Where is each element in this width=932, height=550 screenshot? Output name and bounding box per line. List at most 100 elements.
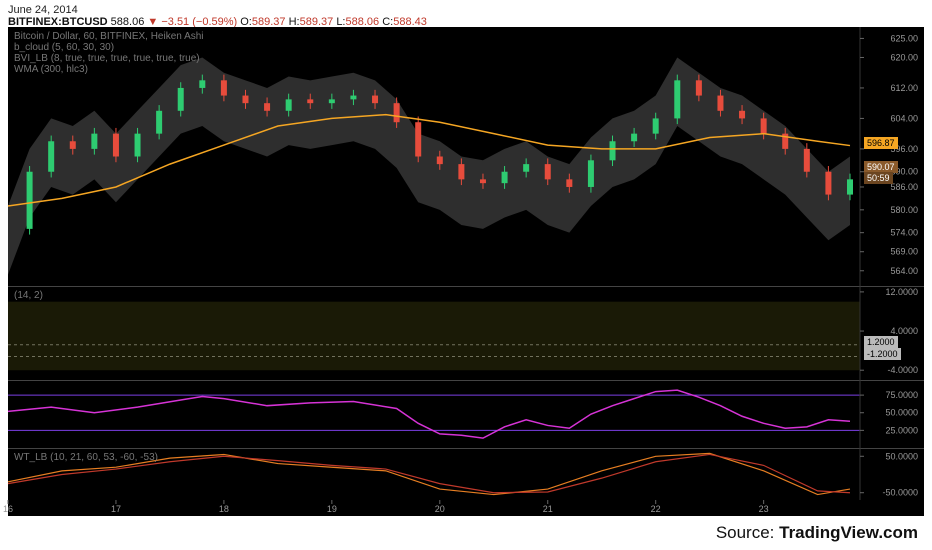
x-tick-label: 19 bbox=[327, 504, 337, 514]
candle-body bbox=[436, 156, 443, 165]
y-tick-label: 590.00 bbox=[890, 167, 918, 177]
y-tick-label: 12.0000 bbox=[885, 287, 918, 297]
source-prefix: Source: bbox=[715, 523, 780, 542]
y-tick-label: 574.00 bbox=[890, 228, 918, 238]
low-value: 588.06 bbox=[345, 16, 380, 28]
candle-body bbox=[134, 133, 141, 157]
open-value: 589.37 bbox=[251, 16, 286, 28]
y-tick-label: 564.00 bbox=[890, 266, 918, 276]
x-tick-label: 20 bbox=[435, 504, 445, 514]
main-price-pane[interactable] bbox=[7, 57, 853, 275]
candle-body bbox=[307, 99, 314, 104]
y-tick-label: 586.00 bbox=[890, 182, 918, 192]
candle-body bbox=[220, 80, 227, 96]
candle-body bbox=[760, 118, 767, 134]
candle-body bbox=[652, 118, 659, 134]
cloud-band bbox=[8, 57, 850, 275]
candle-body bbox=[242, 95, 249, 104]
x-tick-label: 22 bbox=[651, 504, 661, 514]
candle-body bbox=[91, 133, 98, 149]
source-brand[interactable]: TradingView.com bbox=[779, 523, 918, 542]
close-value: 588.43 bbox=[393, 16, 427, 28]
candle-body bbox=[48, 141, 55, 172]
candle-body bbox=[415, 122, 422, 157]
price-axis[interactable]: 625.00 620.00 612.00 604.00 596.00 590.00 586.… bbox=[8, 27, 924, 500]
y-tick-label: 50.0000 bbox=[885, 451, 918, 461]
y-tick-label: 25.0000 bbox=[885, 425, 918, 435]
candle-body bbox=[285, 99, 292, 111]
candle-body bbox=[393, 103, 400, 123]
x-tick-label: 16 bbox=[3, 504, 13, 514]
price-change: −3.51 (−0.59%) bbox=[161, 16, 238, 28]
candle-body bbox=[609, 141, 616, 161]
wavetrend-pane[interactable] bbox=[7, 452, 851, 496]
candle-body bbox=[372, 95, 379, 104]
open-label: O: bbox=[240, 16, 252, 28]
candle-body bbox=[328, 99, 335, 104]
candle-body bbox=[26, 171, 33, 229]
candle-body bbox=[695, 80, 702, 96]
high-value: 589.37 bbox=[299, 16, 334, 28]
series-label: Bitcoin / Dollar, 60, BITFINEX, Heiken A… bbox=[14, 31, 204, 42]
candle-body bbox=[199, 80, 206, 88]
wma-line bbox=[7, 113, 851, 207]
candle-body bbox=[350, 95, 357, 100]
candle-body bbox=[501, 171, 508, 184]
candle-body bbox=[479, 179, 486, 184]
symbol-name[interactable]: BITFINEX:BTCUSD bbox=[8, 16, 108, 28]
candle-body bbox=[523, 164, 530, 172]
candle-body bbox=[112, 133, 119, 157]
y-tick-label: 604.00 bbox=[890, 113, 918, 123]
y-tick-label: 596.00 bbox=[890, 144, 918, 154]
y-tick-label: 620.00 bbox=[890, 52, 918, 62]
y-tick-label: 75.0000 bbox=[885, 390, 918, 400]
close-price-tag: 590.07 bbox=[864, 161, 898, 173]
high-label: H: bbox=[288, 16, 300, 28]
wt1-line bbox=[7, 452, 851, 496]
candle-body bbox=[587, 160, 594, 187]
x-tick-label: 21 bbox=[543, 504, 553, 514]
time-axis[interactable]: 16 17 18 19 20 21 22 23 bbox=[3, 500, 769, 514]
y-tick-label: 4.0000 bbox=[890, 326, 918, 336]
pane2-label: (14, 2) bbox=[14, 290, 43, 301]
symbol-bar: BITFINEX:BTCUSD 588.06 ▼ −3.51 (−0.59%) … bbox=[8, 16, 427, 28]
last-price: 588.06 bbox=[110, 16, 145, 28]
candle-body bbox=[566, 179, 573, 187]
chart-background bbox=[8, 27, 924, 516]
oscillator-area bbox=[8, 301, 860, 371]
candle-body bbox=[544, 164, 551, 180]
candle-body bbox=[782, 133, 789, 149]
low-label: L: bbox=[336, 16, 346, 28]
candle-body bbox=[631, 133, 638, 142]
x-tick-label: 17 bbox=[111, 504, 121, 514]
y-tick-label: 612.00 bbox=[890, 83, 918, 93]
oscillator-pane-2[interactable] bbox=[8, 301, 860, 371]
source-credit: Source: TradingView.com bbox=[716, 523, 918, 543]
candle-body bbox=[264, 103, 271, 111]
wma-price-tag: 596.87 bbox=[864, 137, 898, 149]
candle-body bbox=[458, 164, 465, 180]
candle-body bbox=[825, 171, 832, 195]
cloud-indicator-label: b_cloud (5, 60, 30, 30) bbox=[14, 42, 115, 53]
y-tick-label: -50.0000 bbox=[882, 488, 918, 498]
candle-body bbox=[717, 95, 724, 111]
chart-date: June 24, 2014 bbox=[8, 4, 78, 16]
pane2-upper-tag: 1.2000 bbox=[864, 336, 898, 348]
close-label: C: bbox=[382, 16, 394, 28]
y-tick-label: -4.0000 bbox=[887, 365, 918, 375]
candle-body bbox=[156, 110, 163, 134]
wma-indicator-label: WMA (300, hlc3) bbox=[14, 64, 88, 75]
y-tick-label: 569.00 bbox=[890, 247, 918, 257]
oscillator-pane-3[interactable] bbox=[7, 389, 860, 439]
rsi-line bbox=[7, 389, 851, 439]
candle-body bbox=[739, 110, 746, 119]
x-tick-label: 18 bbox=[219, 504, 229, 514]
x-tick-label: 23 bbox=[759, 504, 769, 514]
y-tick-label: 50.0000 bbox=[885, 408, 918, 418]
wt2-line bbox=[7, 453, 851, 494]
down-arrow-icon: ▼ bbox=[147, 16, 159, 28]
bvi-indicator-label: BVI_LB (8, true, true, true, true, true,… bbox=[14, 53, 200, 64]
y-tick-label: 580.00 bbox=[890, 205, 918, 215]
pane2-lower-tag: -1.2000 bbox=[864, 348, 901, 360]
